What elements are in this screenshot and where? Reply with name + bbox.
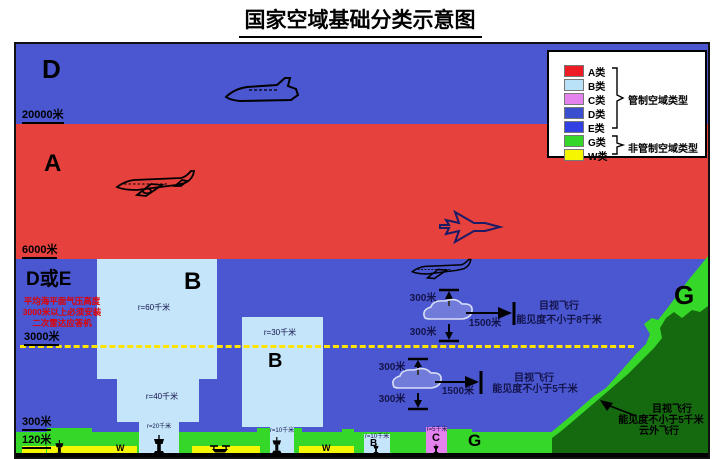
title-text: 国家空域基础分类示意图 [238, 4, 482, 38]
upper-below-cloud-distance: 300米 [409, 327, 437, 338]
class-g-ground-label: G [468, 431, 482, 450]
radius-10km-small-label: r=10千米 [364, 434, 390, 440]
legend-swatch-b [564, 79, 584, 91]
radius-40km-label: r=40千米 [145, 392, 179, 401]
altitude-20000m: 20000米 [22, 109, 64, 124]
class-b-column1-tier2 [117, 379, 199, 422]
transponder-note-line2: 3000米以上必须安装 [22, 307, 102, 317]
mountain-vfr-rule-line2: 能见度不小于5千米 [618, 415, 704, 426]
class-d-label: D [42, 54, 61, 84]
diagram-area: D A D或E B B B C G G W W 20000米 6000米 300… [14, 42, 710, 459]
altitude-300m: 300米 [22, 416, 52, 431]
legend-swatch-c [564, 93, 584, 105]
radius-20km-label: r=20千米 [146, 424, 172, 430]
class-d-or-e-label: D或E [26, 269, 72, 290]
altitude-6000m: 6000米 [22, 244, 58, 259]
legend-swatch-d [564, 107, 584, 119]
radius-30km-label: r=30千米 [263, 328, 297, 337]
legend-label-a: A类 [588, 68, 606, 79]
class-c-label: C [432, 432, 440, 444]
lower-above-cloud-distance: 300米 [378, 362, 406, 373]
class-g-mountain-label: G [674, 280, 695, 310]
class-b-column1-tier1 [97, 259, 217, 379]
legend-label-g: G类 [588, 138, 606, 149]
lower-vfr-rule-line1: 目视飞行 [514, 373, 554, 384]
legend-swatch-g [564, 135, 584, 147]
class-w-patch [47, 446, 137, 453]
page-title: 国家空域基础分类示意图 [0, 4, 720, 38]
class-b-column3-box [364, 434, 390, 453]
class-w-patch [299, 446, 354, 453]
upper-vfr-rule-line2: 能见度不小于8千米 [516, 315, 602, 326]
upper-above-cloud-distance: 300米 [409, 293, 437, 304]
legend-label-c: C类 [588, 96, 606, 107]
legend-swatch-a [564, 65, 584, 77]
green-bump [342, 429, 354, 434]
dashed-3000m-line [20, 345, 634, 348]
radius-60km-label: r=60千米 [137, 303, 171, 312]
radius-5km-label: r=5千米 [426, 427, 448, 433]
class-a-label: A [44, 150, 62, 177]
class-w-label-left: W [116, 443, 125, 453]
legend-label-w: W类 [588, 152, 608, 163]
green-bump [47, 428, 92, 434]
radius-10km-label: r=10千米 [269, 428, 295, 434]
legend-label-d: D类 [588, 110, 606, 121]
green-bump [442, 429, 472, 434]
class-w-patch [22, 446, 46, 453]
upper-vfr-rule-line1: 目视飞行 [539, 301, 579, 312]
legend: A类 B类 C类 D类 E类 G类 W类 管制空域类型 非管制空域类型 [547, 50, 707, 163]
legend-controlled-group-label: 管制空域类型 [628, 96, 688, 107]
class-w-patch [192, 446, 260, 453]
class-b-column1-label: B [184, 268, 202, 295]
mountain-vfr-rule-line3: 云外飞行 [639, 426, 679, 437]
class-c-box [426, 427, 447, 453]
legend-label-e: E类 [588, 124, 605, 135]
class-b-column2-tier1 [242, 317, 323, 427]
altitude-120m: 120米 [22, 434, 52, 449]
legend-label-b: B类 [588, 82, 606, 93]
legend-uncontrolled-group-label: 非管制空域类型 [628, 144, 698, 155]
lower-horizontal-distance: 1500米 [441, 386, 475, 397]
transponder-note-line3: 二次雷达应答机 [32, 318, 92, 328]
ground-bar [16, 453, 708, 457]
altitude-3000m: 3000米 [24, 331, 60, 346]
legend-swatch-e [564, 121, 584, 133]
class-g-strip [16, 432, 708, 453]
legend-swatch-w [564, 149, 584, 161]
class-b-column2-label: B [268, 350, 283, 372]
transponder-note-line1: 平均海平面气压高度 [23, 296, 101, 306]
lower-below-cloud-distance: 300米 [378, 394, 406, 405]
class-w-label-right: W [322, 443, 331, 453]
class-b-column3-label: B [370, 438, 378, 449]
upper-horizontal-distance: 1500米 [468, 318, 502, 329]
mountain-vfr-rule-line1: 目视飞行 [652, 404, 692, 415]
lower-vfr-rule-line2: 能见度不小于5千米 [492, 384, 578, 395]
class-b-column2-tier2 [270, 427, 294, 453]
transponder-note: 平均海平面气压高度 3000米以上必须安装 二次雷达应答机 [18, 296, 106, 329]
